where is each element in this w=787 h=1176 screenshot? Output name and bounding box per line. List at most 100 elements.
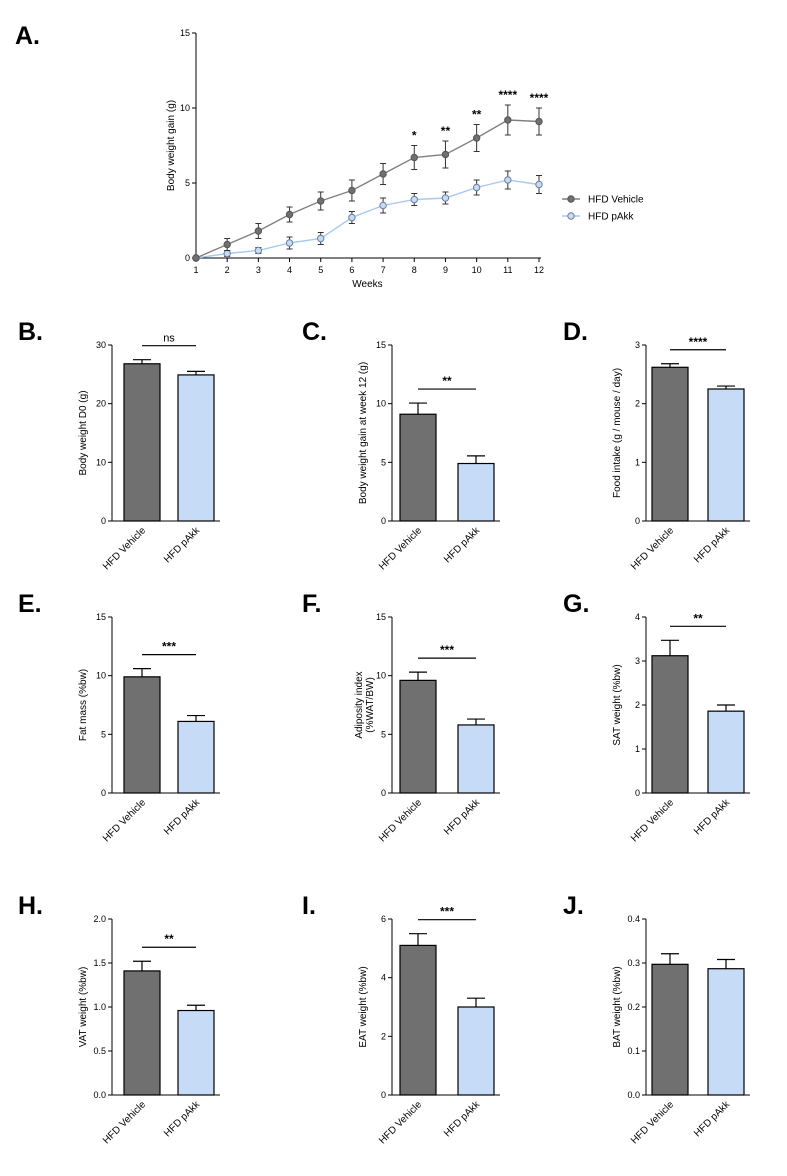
y-axis-label: Food intake (g / mouse / day) (612, 368, 623, 498)
chart-d: D. 0 1 2 3 Food intake (g / mouse / day) HFD V… (563, 318, 750, 572)
category-label: HFD pAkk (692, 797, 733, 838)
x-tick-label: 6 (349, 265, 354, 275)
data-point (441, 150, 450, 159)
y-tick-label: 10 (180, 103, 190, 113)
y-tick-label: 0 (101, 788, 106, 798)
y-tick-label: 3 (635, 340, 640, 350)
data-point (285, 210, 294, 219)
data-point (254, 227, 263, 235)
category-label: HFD pAkk (692, 1099, 733, 1140)
y-tick-label: 0 (381, 516, 386, 526)
x-tick-label: 5 (318, 265, 323, 275)
category-label: HFD Vehicle (377, 797, 424, 844)
legend-label: HFD pAkk (588, 212, 635, 223)
y-tick-label: 0.3 (627, 958, 640, 968)
category-label: HFD pAkk (162, 797, 203, 838)
y-axis-label: SAT weight (%bw) (612, 664, 623, 745)
y-tick-label: 0 (635, 516, 640, 526)
y-tick-label: 0.4 (627, 914, 640, 924)
data-point (317, 234, 325, 243)
category-label: HFD pAkk (442, 1099, 483, 1140)
y-tick-label: 0 (635, 788, 640, 798)
chart-i: I. 0 2 4 6 EAT weight (%bw) HFD Vehicle HFD pAk… (302, 892, 500, 1146)
data-point (535, 180, 543, 189)
bar-hfd-pakk (177, 374, 215, 522)
y-tick-label: 3 (635, 656, 640, 666)
panel-letter-d: D. (563, 318, 588, 346)
y-tick-label: 2.0 (93, 914, 106, 924)
category-label: HFD pAkk (692, 525, 733, 566)
y-axis-label: Body weight D0 (g) (78, 390, 89, 475)
bar-hfd-vehicle (123, 970, 161, 1096)
data-point (410, 153, 418, 162)
significance-label: ** (164, 932, 174, 946)
significance-label: ns (163, 333, 175, 345)
panel-letter-b: B. (18, 318, 43, 346)
y-tick-label: 5 (185, 178, 190, 188)
y-tick-label: 15 (376, 340, 386, 350)
panel-letter-a: A. (15, 22, 40, 50)
chart-f: F. 0 5 10 15 Adiposity index (%WAT/BW) HFD Vehi… (302, 590, 500, 844)
chart-e: E. 0 5 10 15 Fat mass (%bw) HFD Vehicle HFD pAk… (18, 590, 220, 844)
category-label: HFD Vehicle (101, 525, 148, 572)
y-axis-label: BAT weight (%bw) (612, 966, 623, 1047)
bar-hfd-vehicle (651, 963, 689, 1096)
x-tick-label: 4 (287, 265, 292, 275)
significance-label: ** (441, 124, 451, 138)
y-tick-label: 0 (185, 253, 190, 263)
y-tick-label: 1 (635, 744, 640, 754)
panel-letter-f: F. (302, 590, 321, 618)
data-point (223, 249, 231, 258)
bar-hfd-vehicle (123, 363, 161, 522)
bar-hfd-pakk (177, 720, 215, 794)
bar-hfd-pakk (177, 1009, 215, 1096)
y-axis-label-line2: (%WAT/BW) (365, 677, 376, 733)
y-tick-label: 0.0 (93, 1090, 106, 1100)
bar-hfd-pakk (457, 724, 495, 794)
significance-label: ** (693, 611, 703, 625)
category-label: HFD Vehicle (101, 797, 148, 844)
data-point (348, 186, 356, 195)
significance-label: *** (440, 643, 454, 657)
chart-g: G. 0 1 2 3 4 SAT weight (%bw) HFD Vehicle HFD pA… (563, 590, 750, 844)
y-tick-label: 0 (381, 788, 386, 798)
series-line (195, 179, 540, 259)
bar-hfd-pakk (707, 968, 745, 1096)
y-tick-label: 20 (96, 399, 106, 409)
panel-letter-c: C. (302, 318, 327, 346)
y-axis-label: Body weight gain (g) (166, 100, 177, 191)
y-tick-label: 10 (376, 399, 386, 409)
y-tick-label: 15 (180, 28, 190, 38)
y-axis-label: Adiposity index (354, 671, 365, 738)
y-axis-label: EAT weight (%bw) (358, 966, 369, 1047)
x-tick-label: 8 (412, 265, 417, 275)
bar-hfd-pakk (457, 1006, 495, 1096)
data-point (535, 117, 543, 126)
data-point (379, 201, 387, 210)
significance-label: ** (472, 108, 482, 122)
y-tick-label: 10 (376, 671, 386, 681)
y-tick-label: 1.0 (93, 1002, 106, 1012)
x-tick-label: 7 (381, 265, 386, 275)
x-tick-label: 2 (225, 265, 230, 275)
y-tick-label: 1 (635, 457, 640, 467)
bar-hfd-vehicle (123, 676, 161, 794)
legend-marker (567, 212, 575, 220)
data-point (254, 246, 263, 255)
data-point (410, 195, 418, 204)
category-label: HFD Vehicle (629, 525, 676, 572)
significance-label: ** (442, 374, 452, 388)
y-tick-label: 0.0 (627, 1090, 640, 1100)
bar-hfd-vehicle (651, 366, 689, 522)
x-tick-label: 3 (256, 265, 261, 275)
chart-h: H. 0.0 0.5 1.0 1.5 2.0 VAT weight (%bw) HFD Veh… (18, 892, 220, 1146)
y-tick-label: 4 (381, 973, 386, 983)
data-point (285, 239, 294, 247)
data-point (504, 116, 512, 124)
x-tick-label: 10 (472, 265, 482, 275)
chart-b: B. 0 10 20 30 Body weight D0 (g) HFD Vehicle HF… (18, 318, 220, 572)
bar-hfd-vehicle (399, 944, 437, 1096)
category-label: HFD Vehicle (629, 797, 676, 844)
y-tick-label: 5 (381, 729, 386, 739)
